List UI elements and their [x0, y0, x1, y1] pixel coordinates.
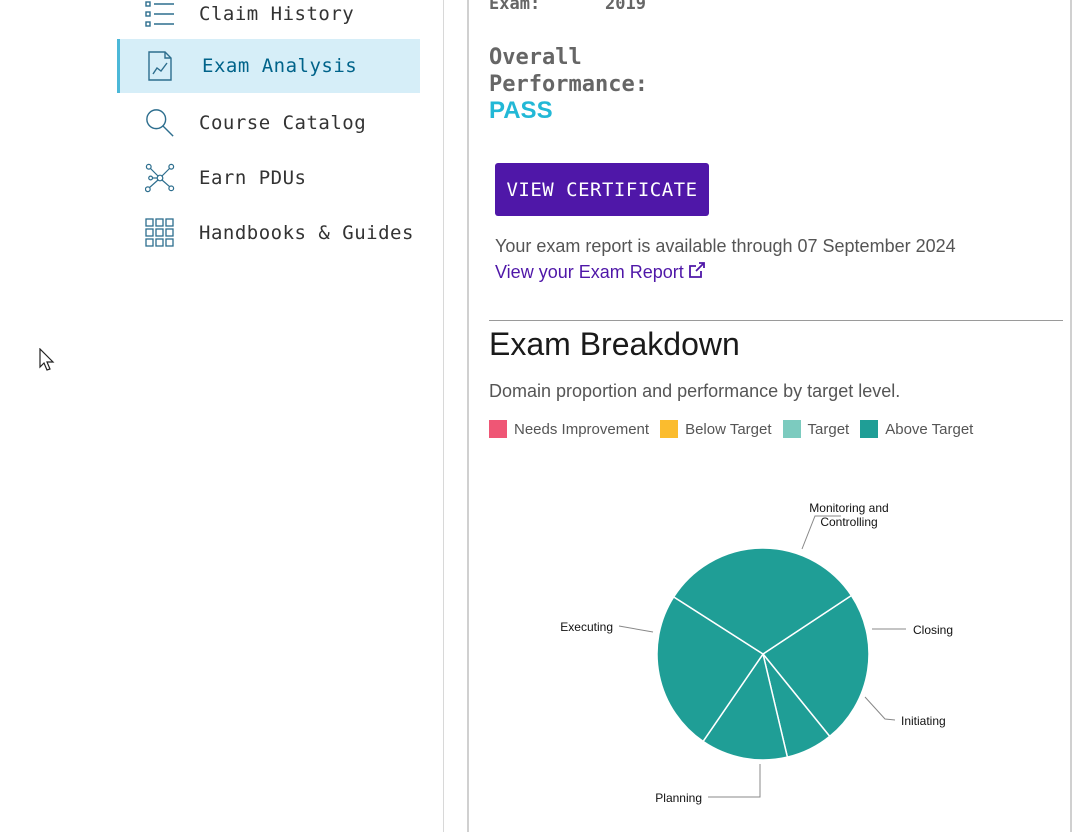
- sidebar-item-earn-pdus[interactable]: Earn PDUs: [117, 151, 417, 205]
- panel-border-right: [1070, 0, 1072, 832]
- result-status: PASS: [489, 97, 553, 124]
- sidebar-item-label: Earn PDUs: [199, 167, 307, 189]
- section-title: Exam Breakdown: [489, 326, 740, 362]
- legend-swatch: [660, 420, 679, 438]
- legend-swatch: [860, 420, 879, 438]
- exam-report-link[interactable]: View your Exam Report: [495, 261, 706, 284]
- pie-leader-line: [618, 625, 654, 633]
- pie-slice-label: Executing: [560, 620, 613, 634]
- legend-label: Above Target: [885, 420, 974, 438]
- overall-line-2: Performance:: [489, 72, 648, 97]
- section-divider: [489, 320, 1063, 321]
- sidebar-item-exam-analysis[interactable]: Exam Analysis: [117, 39, 420, 93]
- grid-icon: [145, 218, 175, 248]
- sidebar-item-claim-history[interactable]: Claim History: [117, 0, 417, 41]
- pie-leader-line: [801, 515, 841, 550]
- sidebar: Claim History Exam Analysis Course Catal…: [0, 0, 443, 832]
- sidebar-item-label: Course Catalog: [199, 112, 367, 134]
- pie-slice[interactable]: [672, 547, 853, 655]
- legend-label: Target: [807, 420, 850, 438]
- pie-slice-label: Planning: [655, 791, 702, 805]
- overall-performance-heading: Overall Performance:: [489, 44, 648, 98]
- pie-leader-line: [864, 696, 896, 721]
- exam-breakdown-pie-chart: Monitoring and Controlling Closing Initiati…: [560, 501, 953, 805]
- exam-key: Exam:: [489, 0, 541, 14]
- legend-swatch: [489, 420, 507, 438]
- pie-slice[interactable]: [656, 595, 765, 743]
- chart-legend: Needs Improvement Below Target Target Ab…: [489, 420, 984, 438]
- list-icon: [145, 0, 175, 29]
- search-icon: [145, 108, 175, 138]
- legend-label: Needs Improvement: [514, 420, 650, 438]
- network-icon: [145, 163, 175, 193]
- external-link-icon: [688, 261, 706, 284]
- sidebar-item-label: Exam Analysis: [202, 55, 358, 77]
- exam-report-link-label: View your Exam Report: [495, 262, 684, 282]
- sidebar-item-course-catalog[interactable]: Course Catalog: [117, 96, 417, 150]
- legend-item-above-target: Above Target: [860, 420, 973, 438]
- mouse-cursor-icon: [39, 347, 55, 377]
- pie-leader-line: [708, 764, 761, 798]
- legend-item-target: Target: [782, 420, 850, 438]
- legend-swatch: [782, 420, 801, 438]
- legend-label: Below Target: [685, 420, 772, 438]
- report-availability-text: Your exam report is available through 07…: [495, 236, 956, 256]
- panel-border-left: [467, 0, 469, 832]
- pie-slice[interactable]: [761, 594, 870, 738]
- legend-item-needs-improvement: Needs Improvement: [489, 420, 649, 438]
- pie-slice[interactable]: [702, 652, 789, 761]
- sidebar-item-label: Handbooks & Guides: [199, 222, 414, 244]
- pie-slice-label: Initiating: [901, 714, 946, 728]
- pie-slice-label: Monitoring and Controlling: [809, 501, 888, 529]
- sidebar-item-handbooks-guides[interactable]: Handbooks & Guides: [117, 206, 417, 260]
- overall-line-1: Overall: [489, 45, 582, 70]
- sidebar-item-label: Claim History: [199, 3, 355, 25]
- legend-item-below-target: Below Target: [660, 420, 772, 438]
- view-certificate-button[interactable]: VIEW CERTIFICATE: [495, 163, 709, 216]
- sidebar-divider: [443, 0, 444, 832]
- exam-value: 2019: [605, 0, 646, 14]
- pie-slice-label: Closing: [913, 623, 953, 637]
- chart-document-icon: [145, 51, 175, 81]
- section-subtitle: Domain proportion and performance by tar…: [489, 381, 901, 401]
